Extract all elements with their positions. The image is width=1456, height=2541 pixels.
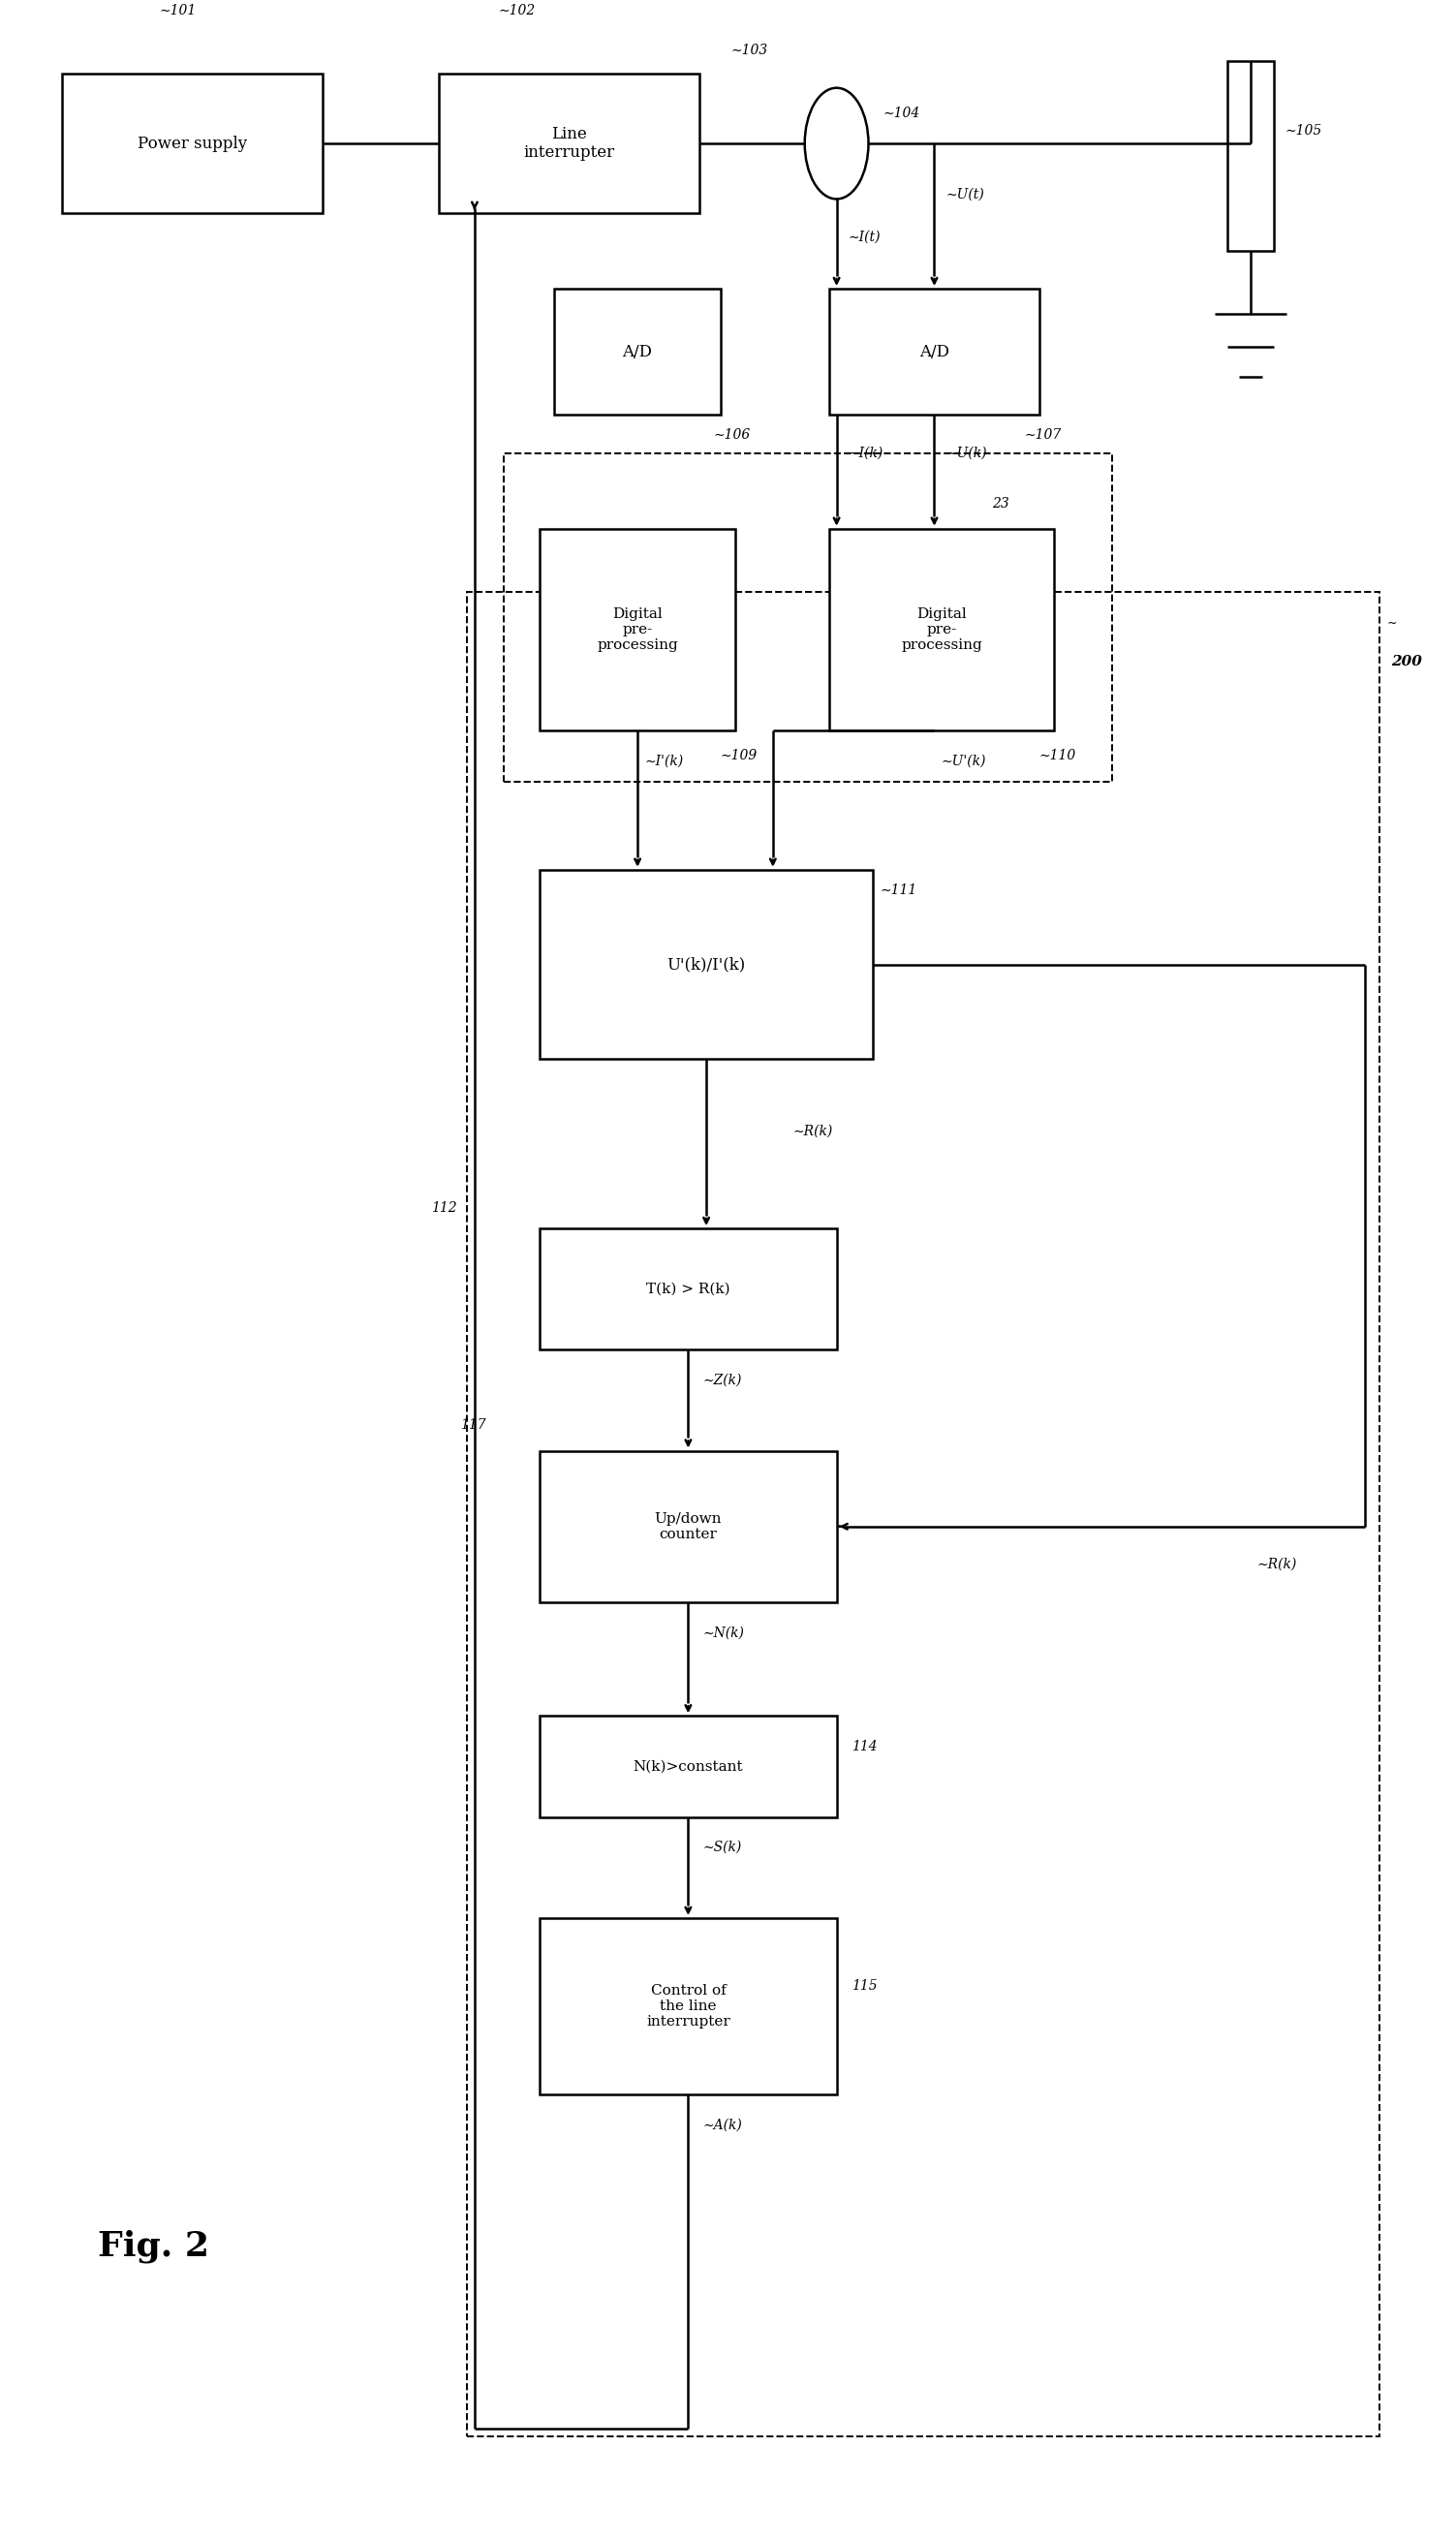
Text: Power supply: Power supply bbox=[137, 135, 248, 152]
Text: Digital
pre-
processing: Digital pre- processing bbox=[901, 607, 983, 653]
Text: ∼109: ∼109 bbox=[721, 750, 757, 762]
Text: 23: 23 bbox=[992, 495, 1009, 511]
Text: ∼110: ∼110 bbox=[1040, 750, 1076, 762]
Text: ∼R(k): ∼R(k) bbox=[794, 1123, 833, 1138]
Text: 114: 114 bbox=[852, 1741, 877, 1753]
Text: Line
interrupter: Line interrupter bbox=[523, 125, 614, 160]
FancyBboxPatch shape bbox=[438, 74, 699, 213]
Text: ∼102: ∼102 bbox=[498, 5, 536, 18]
Text: ∼111: ∼111 bbox=[879, 884, 917, 897]
Text: Up/down
counter: Up/down counter bbox=[655, 1512, 722, 1542]
FancyBboxPatch shape bbox=[1227, 61, 1274, 252]
FancyBboxPatch shape bbox=[540, 1227, 837, 1349]
Text: ∼107: ∼107 bbox=[1025, 429, 1061, 442]
Text: 200: 200 bbox=[1390, 656, 1423, 668]
Text: ∼106: ∼106 bbox=[713, 429, 751, 442]
Text: ∼U'(k): ∼U'(k) bbox=[942, 755, 987, 767]
Text: A/D: A/D bbox=[623, 343, 652, 361]
Text: ∼I(k): ∼I(k) bbox=[849, 447, 884, 460]
FancyBboxPatch shape bbox=[540, 869, 872, 1060]
Text: A/D: A/D bbox=[919, 343, 949, 361]
Text: 112: 112 bbox=[431, 1202, 457, 1215]
Text: ∼A(k): ∼A(k) bbox=[703, 2119, 743, 2132]
FancyBboxPatch shape bbox=[540, 529, 735, 732]
FancyBboxPatch shape bbox=[540, 1918, 837, 2094]
Text: ∼U(t): ∼U(t) bbox=[946, 188, 984, 201]
FancyBboxPatch shape bbox=[540, 1451, 837, 1603]
FancyBboxPatch shape bbox=[540, 1715, 837, 1817]
Text: ∼R(k): ∼R(k) bbox=[1257, 1558, 1296, 1570]
Text: Digital
pre-
processing: Digital pre- processing bbox=[597, 607, 678, 653]
Text: ∼103: ∼103 bbox=[731, 43, 769, 56]
Text: ∼I'(k): ∼I'(k) bbox=[645, 755, 684, 767]
Text: ∼U(k): ∼U(k) bbox=[946, 447, 987, 460]
FancyBboxPatch shape bbox=[555, 290, 721, 414]
Text: 115: 115 bbox=[852, 1979, 877, 1992]
Text: ∼104: ∼104 bbox=[882, 107, 920, 119]
Text: ∼N(k): ∼N(k) bbox=[703, 1626, 744, 1639]
Text: T(k) > R(k): T(k) > R(k) bbox=[646, 1283, 729, 1296]
Text: Fig. 2: Fig. 2 bbox=[98, 2231, 210, 2264]
FancyBboxPatch shape bbox=[830, 529, 1054, 732]
FancyBboxPatch shape bbox=[63, 74, 323, 213]
Text: ∼101: ∼101 bbox=[159, 5, 197, 18]
Text: Control of
the line
interrupter: Control of the line interrupter bbox=[646, 1985, 731, 2028]
Text: ∼I(t): ∼I(t) bbox=[849, 231, 881, 244]
Text: U'(k)/I'(k): U'(k)/I'(k) bbox=[667, 955, 745, 973]
FancyBboxPatch shape bbox=[830, 290, 1040, 414]
Text: ∼105: ∼105 bbox=[1286, 125, 1322, 137]
Text: 117: 117 bbox=[460, 1418, 486, 1433]
Text: N(k)>constant: N(k)>constant bbox=[633, 1761, 743, 1774]
Text: ∼: ∼ bbox=[1386, 617, 1396, 630]
Text: ∼Z(k): ∼Z(k) bbox=[703, 1372, 741, 1387]
Text: ∼S(k): ∼S(k) bbox=[703, 1840, 741, 1855]
